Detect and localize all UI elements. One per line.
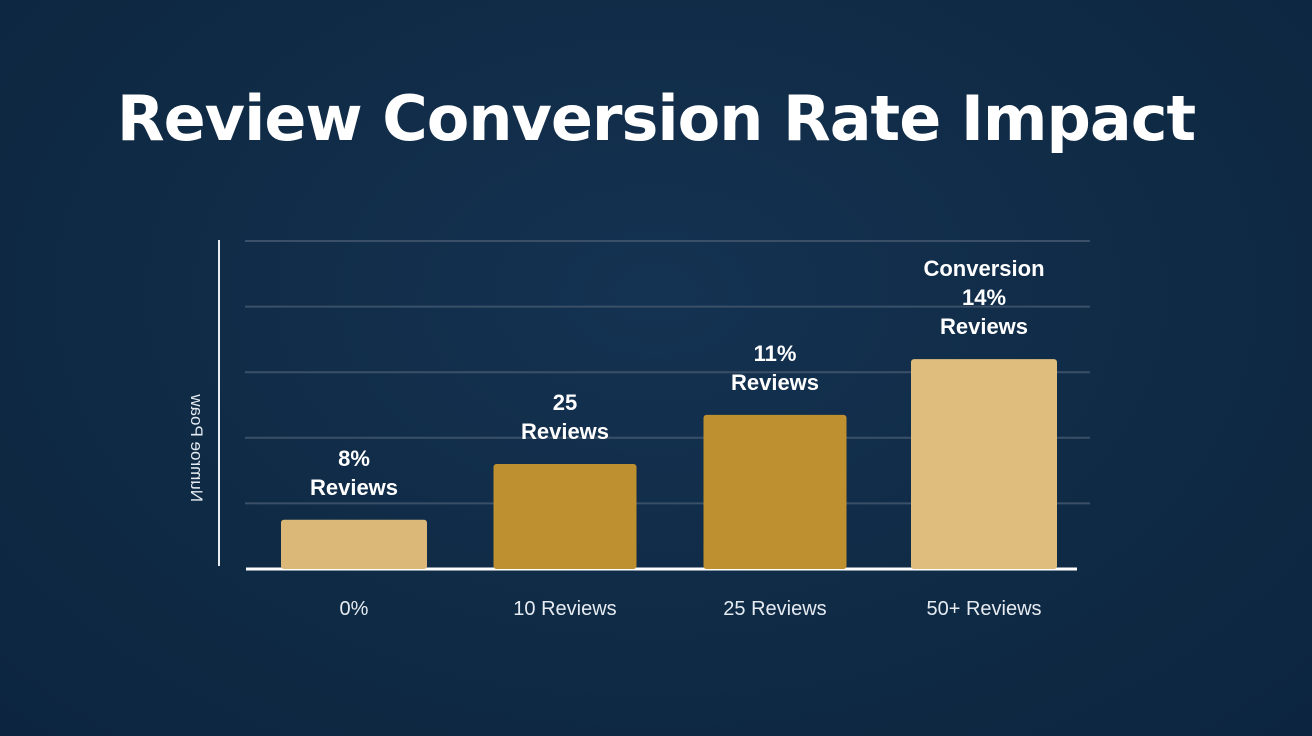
data-label: Reviews bbox=[521, 419, 609, 444]
bar-3 bbox=[703, 414, 847, 569]
data-label: Reviews bbox=[940, 314, 1028, 339]
x-tick-label: 10 Reviews bbox=[513, 598, 616, 620]
x-tick-label: 50+ Reviews bbox=[926, 598, 1041, 620]
data-label: Reviews bbox=[731, 370, 819, 395]
data-label: Reviews bbox=[310, 475, 398, 500]
data-label: 8% bbox=[338, 446, 370, 471]
bar-4 bbox=[911, 359, 1057, 569]
data-label: 11% bbox=[754, 341, 797, 366]
bar-2 bbox=[493, 464, 637, 569]
data-label: Conversion bbox=[923, 256, 1044, 281]
x-tick-label: 25 Reviews bbox=[723, 598, 826, 620]
x-tick-label: 0% bbox=[340, 598, 369, 620]
chart-title: Review Conversion Rate Impact bbox=[116, 82, 1196, 155]
data-label: 25 bbox=[553, 390, 577, 415]
data-label: 14% bbox=[962, 285, 1006, 310]
bar-1 bbox=[281, 519, 427, 569]
